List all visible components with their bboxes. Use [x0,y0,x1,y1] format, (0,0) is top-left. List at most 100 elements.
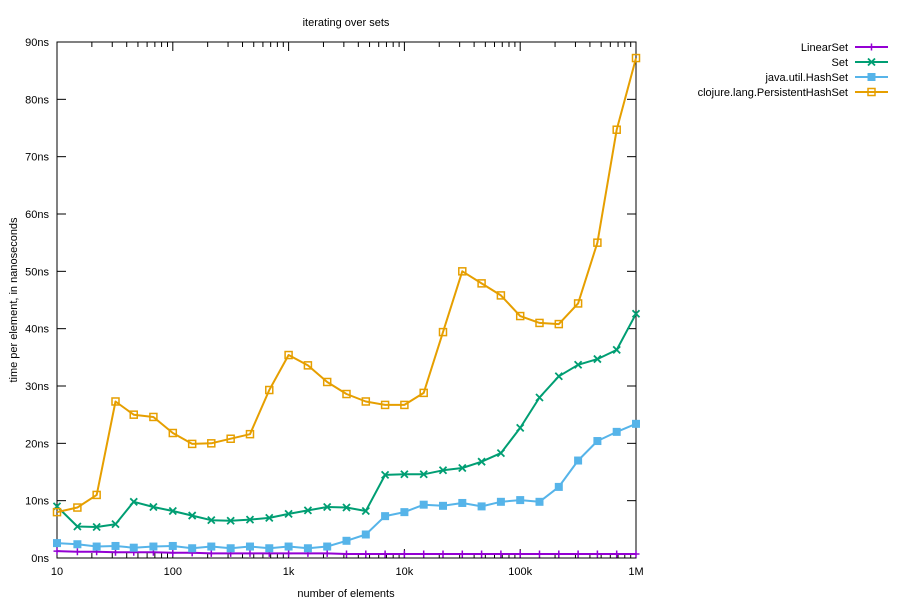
data-point [554,482,563,491]
plot-frame [56,41,637,559]
data-point [169,549,177,557]
data-point [458,498,467,507]
data-point [458,550,466,558]
data-point [573,299,583,308]
data-point [285,549,293,557]
data-point [73,503,82,512]
data-point [496,448,506,458]
data-point [554,319,564,329]
data-point [207,542,216,551]
data-point [361,530,370,539]
data-point [342,536,351,545]
data-point [477,457,486,466]
y-tick-label: 40ns [25,324,49,336]
legend-label: LinearSet [801,42,848,54]
y-tick-label: 50ns [25,266,49,278]
data-point [129,497,138,506]
data-point [361,506,370,516]
data-point [458,463,467,473]
y-tick-label: 0ns [31,553,49,565]
data-point [515,311,525,321]
x-tick-label: 100 [164,566,182,578]
data-point [400,470,409,479]
y-tick-label: 20ns [25,438,49,450]
data-point [187,439,197,449]
data-point [92,542,101,551]
data-point [111,520,120,529]
y-tick-label: 90ns [25,37,49,49]
legend-marker [867,87,876,97]
legend-marker [867,73,876,81]
data-point [574,456,583,465]
data-point [573,360,583,369]
data-point [342,389,351,399]
data-point [207,439,216,448]
data-point [342,550,350,558]
data-point [245,429,255,439]
x-tick-label: 10k [396,566,414,578]
data-point [400,550,408,558]
data-point [73,548,81,556]
data-point [226,544,235,553]
data-point [284,350,293,360]
data-point [323,542,332,551]
data-point [458,267,467,276]
data-point [496,291,506,300]
x-axis-label: number of elements [297,588,395,600]
data-point [593,354,602,364]
data-point [477,279,486,288]
data-point [92,490,101,500]
data-point [323,549,331,557]
data-point [245,542,254,551]
x-tick-label: 10 [51,566,63,578]
data-point [53,539,61,548]
chart-title: iterating over sets [303,17,390,29]
data-point [129,543,138,552]
data-point [536,550,543,558]
data-point [303,361,313,370]
data-point [516,550,524,558]
series-0 [53,547,640,558]
data-point [555,550,563,558]
data-point [380,400,390,410]
data-point [477,502,486,511]
y-tick-label: 30ns [25,381,49,393]
data-point [535,393,544,402]
data-point [438,501,447,510]
data-point [381,512,390,521]
data-point [168,541,177,550]
data-point [303,544,312,553]
x-tick-label: 1M [628,566,643,578]
data-point [226,516,235,525]
data-point [419,388,428,398]
data-point [188,511,197,520]
data-point [439,550,447,558]
data-point [380,470,390,480]
data-point [129,410,138,419]
data-point [207,549,215,557]
legend-label: Set [831,57,848,69]
data-point [419,500,428,509]
series-line [56,57,637,514]
data-point [535,497,544,506]
data-point [574,550,582,558]
data-point [535,318,544,328]
series-2 [53,419,640,553]
y-axis-label: time per element, in nanoseconds [8,217,20,383]
data-point [612,125,621,134]
data-point [168,428,178,438]
data-point [322,377,332,387]
data-point [612,427,621,436]
legend-marker [868,43,875,51]
data-point [419,470,428,479]
x-tick-label: 100k [508,566,532,578]
series-1 [52,309,641,532]
data-point [149,412,158,422]
data-point [188,544,197,553]
data-point [593,437,602,446]
y-tick-label: 10ns [25,496,49,508]
data-point [73,522,82,531]
data-point [149,502,158,512]
legend-label: clojure.lang.PersistentHashSet [698,87,848,99]
